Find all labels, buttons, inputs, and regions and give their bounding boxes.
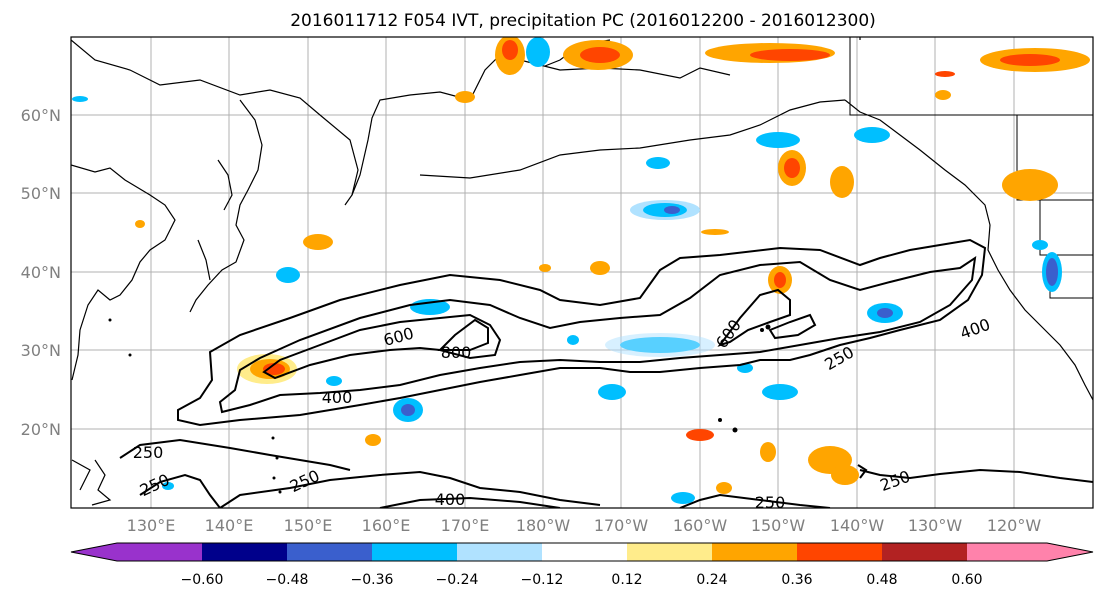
lat-label-50n: 50°N bbox=[21, 184, 61, 203]
colorbar-tick-label: 0.48 bbox=[866, 572, 897, 588]
colorbar-extend-min bbox=[71, 543, 117, 561]
precipitation-negative-anomalies bbox=[72, 37, 1062, 504]
figure-title: 2016011712 F054 IVT, precipitation PC (2… bbox=[290, 11, 876, 31]
colorbar-bin-3 bbox=[372, 543, 457, 561]
ivt-contours bbox=[119, 238, 1093, 508]
lon-label-170w: 170°W bbox=[594, 516, 649, 535]
ivt-contour-250-bottom bbox=[219, 470, 601, 508]
colorbar-bin-6 bbox=[627, 543, 712, 561]
colorbar-tick-label: 0.36 bbox=[781, 572, 812, 588]
colorbar-bin-0 bbox=[117, 543, 202, 561]
colorbar-bin-10 bbox=[967, 543, 1047, 561]
colorbar-extend-max bbox=[1047, 543, 1093, 561]
ivt-contour-400 bbox=[218, 255, 977, 414]
ivt-contour-250-south-east bbox=[679, 493, 831, 508]
colorbar-tick-label: 0.12 bbox=[611, 572, 642, 588]
colorbar-bin-9 bbox=[882, 543, 967, 561]
contour-label-400-c: 400 bbox=[435, 490, 466, 509]
lat-label-30n: 30°N bbox=[21, 341, 61, 360]
colorbar-tick-label: −0.12 bbox=[521, 572, 564, 588]
colorbar-bin-2 bbox=[287, 543, 372, 561]
lon-label-130w: 130°W bbox=[908, 516, 963, 535]
lat-label-20n: 20°N bbox=[21, 420, 61, 439]
lon-label-160w: 160°W bbox=[673, 516, 728, 535]
colorbar: −0.60 −0.48 −0.36 −0.24 −0.12 0.12 0.24 … bbox=[70, 542, 1094, 588]
ivt-contour-800 bbox=[437, 318, 489, 351]
ivt-contour-250-outer bbox=[177, 238, 987, 427]
precipitation-positive-anomalies bbox=[135, 37, 1090, 494]
lat-label-40n: 40°N bbox=[21, 263, 61, 282]
contour-label-250-a: 250 bbox=[133, 443, 164, 462]
colorbar-bin-1 bbox=[202, 543, 287, 561]
lon-label-140e: 140°E bbox=[205, 516, 254, 535]
map-panel: 250 250 250 250 250 250 400 400 400 600 … bbox=[70, 36, 1094, 512]
ivt-contour-250-hook bbox=[857, 464, 868, 479]
lon-label-170e: 170°E bbox=[441, 516, 490, 535]
lon-label-150e: 150°E bbox=[284, 516, 333, 535]
gridlines bbox=[71, 37, 1093, 508]
map-frame bbox=[70, 36, 1094, 509]
contour-label-250-e: 250 bbox=[755, 493, 786, 512]
lon-label-120w: 120°W bbox=[987, 516, 1042, 535]
colorbar-tick-label: 0.24 bbox=[696, 572, 727, 588]
ivt-contour-400-bottom bbox=[379, 496, 561, 508]
longitude-axis-labels: 130°E 140°E 150°E 160°E 170°E 180°W 170°… bbox=[127, 516, 1042, 535]
colorbar-bin-4 bbox=[457, 543, 542, 561]
ivt-contour-250-far-east bbox=[859, 468, 1093, 483]
lon-label-130e: 130°E bbox=[127, 516, 176, 535]
contour-label-400-a: 400 bbox=[322, 388, 353, 407]
colorbar-tick-label: 0.60 bbox=[951, 572, 982, 588]
colorbar-tick-label: −0.24 bbox=[436, 572, 479, 588]
ivt-contour-250-southwest bbox=[139, 473, 221, 508]
colorbar-tick-label: −0.60 bbox=[181, 572, 224, 588]
lon-label-150w: 150°W bbox=[751, 516, 806, 535]
colorbar-bin-5 bbox=[542, 543, 627, 561]
political-boundaries bbox=[849, 37, 1093, 299]
lon-label-180w: 180°W bbox=[516, 516, 571, 535]
colorbar-bin-8 bbox=[797, 543, 882, 561]
ivt-contour-250-south bbox=[119, 438, 351, 471]
lon-label-140w: 140°W bbox=[830, 516, 885, 535]
ivt-contour-600-east bbox=[717, 288, 791, 347]
ivt-contour-600-small bbox=[768, 313, 817, 340]
colorbar-bin-7 bbox=[712, 543, 797, 561]
latitude-axis-labels: 60°N 50°N 40°N 30°N 20°N bbox=[21, 106, 61, 439]
lon-label-160e: 160°E bbox=[362, 516, 411, 535]
contour-label-800: 800 bbox=[441, 343, 472, 362]
islands bbox=[108, 318, 771, 494]
colorbar-tick-label: −0.36 bbox=[351, 572, 394, 588]
colorbar-outline bbox=[70, 542, 1094, 562]
colorbar-tick-label: −0.48 bbox=[266, 572, 309, 588]
lat-label-60n: 60°N bbox=[21, 106, 61, 125]
ivt-contour-600 bbox=[262, 313, 502, 380]
